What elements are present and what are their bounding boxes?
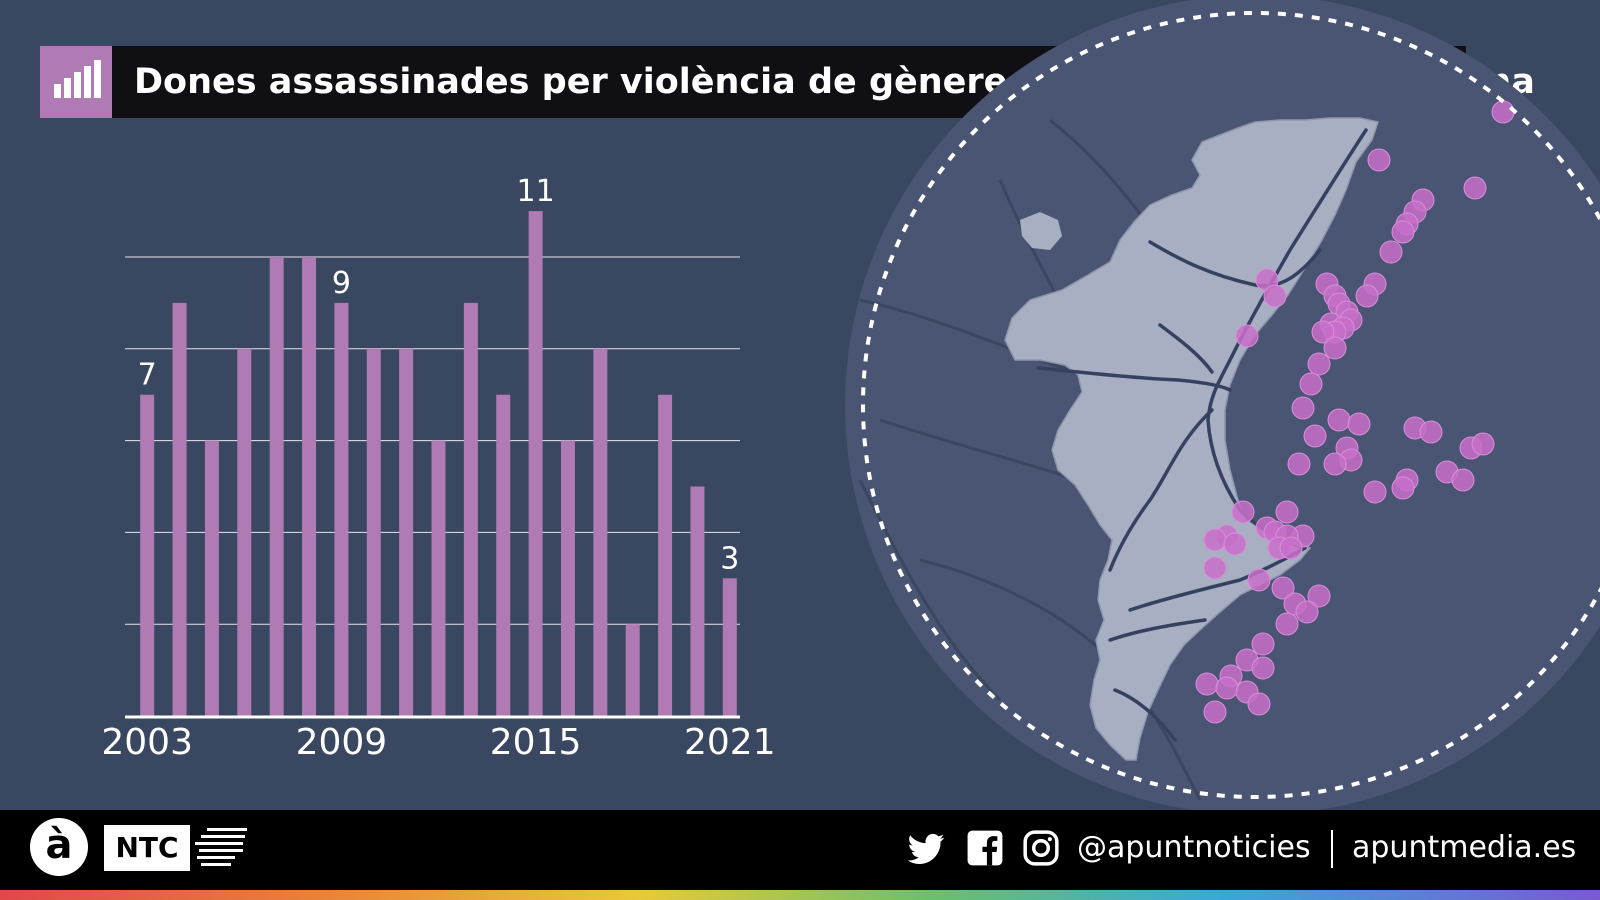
x-tick-label-2015: 2015 (490, 722, 582, 763)
map-marker (1323, 336, 1347, 360)
map-marker (1291, 396, 1315, 420)
map-marker (1391, 476, 1415, 500)
map-marker (1247, 692, 1271, 716)
bar-chart: 2003 2009 2015 2021 7 9 11 3 (101, 174, 776, 763)
apunt-logo: à (30, 818, 88, 876)
map-marker (1287, 452, 1311, 476)
map-marker (1451, 468, 1475, 492)
map-marker (1203, 528, 1227, 552)
map-marker (1231, 500, 1255, 524)
bar-2008 (302, 257, 317, 716)
rainbow-strip (0, 890, 1600, 900)
x-tick-label-2009: 2009 (296, 722, 388, 763)
map-marker (1323, 452, 1347, 476)
data-label-2009: 9 (332, 266, 351, 301)
map-marker (1327, 408, 1351, 432)
bar-2019 (658, 394, 673, 716)
bar-2012 (431, 440, 446, 716)
data-label-2003: 7 (138, 358, 157, 393)
map-marker (1355, 284, 1379, 308)
map-marker (1251, 656, 1275, 680)
bar-2015 (528, 211, 543, 716)
bar-2011 (399, 348, 414, 716)
map-marker (1223, 532, 1247, 556)
map-marker (1203, 556, 1227, 580)
map-marker (1391, 220, 1415, 244)
x-tick-label-2003: 2003 (101, 722, 193, 763)
twitter-icon[interactable] (906, 829, 946, 869)
data-label-2021: 3 (720, 541, 739, 576)
map-marker (1279, 536, 1303, 560)
ntc-logo: NTC (104, 825, 190, 871)
map-marker (1251, 632, 1275, 656)
map-marker (1303, 424, 1327, 448)
instagram-icon[interactable] (1022, 829, 1060, 867)
data-label-2015: 11 (517, 174, 555, 209)
map-marker (1471, 432, 1495, 456)
bar-2004 (172, 302, 187, 716)
bar-2010 (366, 348, 381, 716)
map-marker (1419, 420, 1443, 444)
map-marker (1311, 320, 1335, 344)
map-marker (1307, 352, 1331, 376)
map-marker (1271, 576, 1295, 600)
map-marker (1195, 672, 1219, 696)
map-markers (1195, 100, 1515, 724)
map-marker (1307, 584, 1331, 608)
map-marker (1275, 612, 1299, 636)
bar-2003 (140, 394, 155, 716)
map-marker (1363, 480, 1387, 504)
map-marker (1299, 372, 1323, 396)
bar-2005 (204, 440, 219, 716)
bar-2018 (625, 624, 640, 716)
map-marker (1247, 568, 1271, 592)
x-tick-label-2021: 2021 (684, 722, 776, 763)
map-marker (1367, 148, 1391, 172)
map-marker (1275, 500, 1299, 524)
bar-2020 (690, 486, 705, 716)
chart-icon (40, 46, 112, 118)
ntc-lines-icon (195, 828, 247, 866)
footer-separator (1331, 830, 1333, 868)
social-handle[interactable]: @apuntnoticies (1077, 830, 1311, 865)
bar-2013 (463, 302, 478, 716)
region-shape (1004, 117, 1379, 761)
bar-2014 (496, 394, 511, 716)
bar-2009 (334, 302, 349, 716)
map-marker (1203, 700, 1227, 724)
map-marker (1491, 100, 1515, 124)
map-disc (845, 0, 1600, 810)
bar-2007 (269, 257, 284, 716)
bar-2021 (722, 578, 737, 716)
footer (0, 810, 1600, 890)
bar-2006 (237, 348, 252, 716)
enclave-shape (1020, 212, 1062, 250)
map-marker (1463, 176, 1487, 200)
map-marker (1235, 324, 1259, 348)
bar-2016 (560, 440, 575, 716)
facebook-icon[interactable] (966, 829, 1004, 867)
region-map (845, 0, 1600, 810)
map-marker (1215, 676, 1239, 700)
bar-2017 (593, 348, 608, 716)
map-marker (1379, 240, 1403, 264)
map-marker (1263, 284, 1287, 308)
map-marker (1347, 412, 1371, 436)
dashed-circle (861, 11, 1600, 799)
map-marker (1295, 600, 1319, 624)
website-link[interactable]: apuntmedia.es (1352, 830, 1577, 865)
